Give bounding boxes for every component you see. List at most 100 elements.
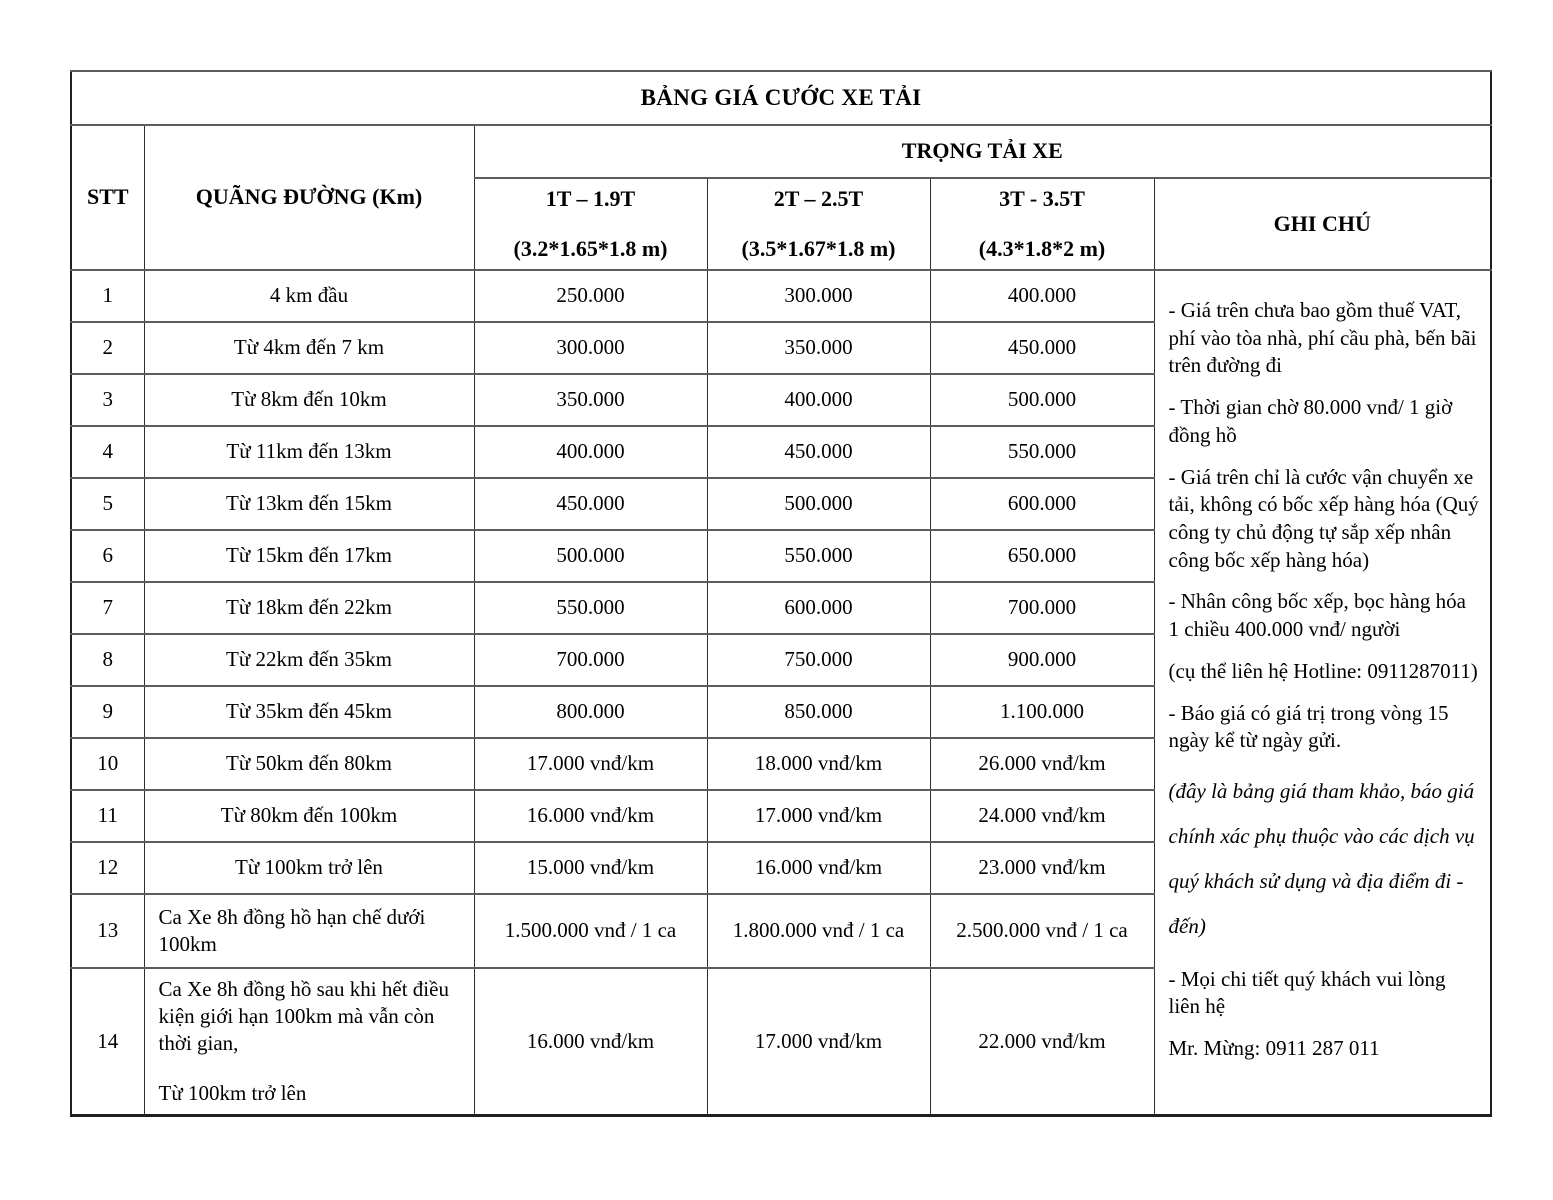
distance-cell: Từ 8km đến 10km bbox=[143, 373, 475, 427]
note-paragraph: (cụ thể liên hệ Hotline: 0911287011) bbox=[1168, 658, 1478, 683]
stt-cell: 4 bbox=[70, 425, 145, 479]
stt-cell: 9 bbox=[70, 685, 145, 739]
price-cell: 800.000 bbox=[473, 685, 708, 739]
price-cell: 350.000 bbox=[706, 321, 931, 375]
stt-cell: 7 bbox=[70, 581, 145, 635]
price-cell: 23.000 vnđ/km bbox=[929, 841, 1155, 895]
note-paragraph: - Mọi chi tiết quý khách vui lòng liên h… bbox=[1168, 966, 1446, 1019]
header-notes: GHI CHÚ bbox=[1153, 177, 1492, 271]
stt-cell: 10 bbox=[70, 737, 145, 791]
header-tonnage-col-2: 2T – 2.5T (3.5*1.67*1.8 m) bbox=[706, 177, 931, 271]
price-cell: 450.000 bbox=[929, 321, 1155, 375]
price-cell: 18.000 vnđ/km bbox=[706, 737, 931, 791]
table-row: 9 Từ 35km đến 45km 800.000 850.000 1.100.000 bbox=[70, 685, 1491, 739]
header-tonnage-col-3: 3T - 3.5T (4.3*1.8*2 m) bbox=[929, 177, 1155, 271]
price-cell: 600.000 bbox=[929, 477, 1155, 531]
price-cell: 300.000 bbox=[473, 321, 708, 375]
distance-text: Từ 8km đến 10km bbox=[231, 387, 387, 412]
tonnage-range: 2T – 2.5T bbox=[773, 185, 864, 211]
header-tonnage-group: TRỌNG TẢI XE bbox=[473, 124, 1492, 179]
note-paragraph: Mr. Mừng: 0911 287 011 bbox=[1168, 1036, 1380, 1061]
distance-cell: Từ 80km đến 100km bbox=[143, 789, 475, 843]
distance-cell: Từ 22km đến 35km bbox=[143, 633, 475, 687]
price-cell: 350.000 bbox=[473, 373, 708, 427]
distance-cell: Từ 13km đến 15km bbox=[143, 477, 475, 531]
distance-text: Từ 4km đến 7 km bbox=[233, 335, 385, 360]
tonnage-range: 3T - 3.5T bbox=[999, 185, 1085, 211]
price-cell: 450.000 bbox=[706, 425, 931, 479]
table-row: 5 Từ 13km đến 15km 450.000 500.000 600.000 bbox=[70, 477, 1491, 531]
distance-text: Ca Xe 8h đồng hồ sau khi hết điều kiện g… bbox=[158, 976, 449, 1056]
stt-cell: 3 bbox=[70, 373, 145, 427]
price-cell: 550.000 bbox=[706, 529, 931, 583]
distance-cell: Từ 11km đến 13km bbox=[143, 425, 475, 479]
table-row: 7 Từ 18km đến 22km 550.000 600.000 700.000 bbox=[70, 581, 1491, 635]
table-row: 8 Từ 22km đến 35km 700.000 750.000 900.000 bbox=[70, 633, 1491, 687]
table-row: 3 Từ 8km đến 10km 350.000 400.000 500.000 bbox=[70, 373, 1491, 427]
price-cell: 500.000 bbox=[929, 373, 1155, 427]
price-cell: 16.000 vnđ/km bbox=[473, 789, 708, 843]
price-cell: 22.000 vnđ/km bbox=[929, 967, 1155, 1116]
price-cell: 17.000 vnđ/km bbox=[706, 967, 931, 1116]
price-cell: 850.000 bbox=[706, 685, 931, 739]
distance-cell: Từ 15km đến 17km bbox=[143, 529, 475, 583]
table-row: 10 Từ 50km đến 80km 17.000 vnđ/km 18.000 vn… bbox=[70, 737, 1491, 791]
tonnage-range: 1T – 1.9T bbox=[545, 185, 636, 211]
table-title: BẢNG GIÁ CƯỚC XE TẢI bbox=[70, 70, 1492, 126]
distance-cell: Ca Xe 8h đồng hồ sau khi hết điều kiện g… bbox=[143, 967, 475, 1116]
table-row: 2 Từ 4km đến 7 km 300.000 350.000 450.000 bbox=[70, 321, 1491, 375]
note-paragraph: (đây là bảng giá tham khảo, báo giá chín… bbox=[1168, 779, 1475, 939]
header-tonnage-col-1: 1T – 1.9T (3.2*1.65*1.8 m) bbox=[473, 177, 708, 271]
price-cell: 15.000 vnđ/km bbox=[473, 841, 708, 895]
price-cell: 16.000 vnđ/km bbox=[706, 841, 931, 895]
tonnage-dimensions: (3.5*1.67*1.8 m) bbox=[741, 235, 896, 261]
table-row: 12 Từ 100km trở lên 15.000 vnđ/km 16.000 vn… bbox=[70, 841, 1491, 895]
price-cell: 550.000 bbox=[929, 425, 1155, 479]
distance-text: Từ 18km đến 22km bbox=[226, 595, 392, 620]
distance-text: Từ 100km trở lên bbox=[235, 855, 383, 880]
price-cell: 1.100.000 bbox=[929, 685, 1155, 739]
header-group-row: STT QUÃNG ĐƯỜNG (Km) TRỌNG TẢI XE bbox=[70, 124, 1492, 271]
distance-text: Từ 50km đến 80km bbox=[226, 751, 392, 776]
price-cell: 1.800.000 vnđ / 1 ca bbox=[706, 893, 931, 969]
price-cell: 700.000 bbox=[473, 633, 708, 687]
distance-text: Từ 11km đến 13km bbox=[226, 439, 392, 464]
price-cell: 900.000 bbox=[929, 633, 1155, 687]
distance-cell: Từ 18km đến 22km bbox=[143, 581, 475, 635]
table-row: 13 Ca Xe 8h đồng hồ hạn chế dưới 100km 1.5… bbox=[70, 893, 1491, 969]
table-row: 11 Từ 80km đến 100km 16.000 vnđ/km 17.000 v… bbox=[70, 789, 1491, 843]
price-cell: 450.000 bbox=[473, 477, 708, 531]
price-cell: 300.000 bbox=[706, 269, 931, 323]
price-table: BẢNG GIÁ CƯỚC XE TẢI STT QUÃNG ĐƯỜNG (Km… bbox=[70, 70, 1493, 1117]
distance-cell: Từ 4km đến 7 km bbox=[143, 321, 475, 375]
price-cell: 500.000 bbox=[473, 529, 708, 583]
distance-cell: 4 km đầu bbox=[143, 269, 475, 323]
distance-cell: Từ 50km đến 80km bbox=[143, 737, 475, 791]
table-row: 6 Từ 15km đến 17km 500.000 550.000 650.000 bbox=[70, 529, 1491, 583]
price-cell: 550.000 bbox=[473, 581, 708, 635]
tonnage-dimensions: (4.3*1.8*2 m) bbox=[978, 235, 1106, 261]
distance-text: Từ 15km đến 17km bbox=[226, 543, 392, 568]
stt-cell: 5 bbox=[70, 477, 145, 531]
stt-cell: 12 bbox=[70, 841, 145, 895]
title-row: BẢNG GIÁ CƯỚC XE TẢI bbox=[70, 70, 1492, 126]
note-paragraph: - Giá trên chưa bao gồm thuế VAT, phí và… bbox=[1168, 298, 1477, 378]
price-cell: 600.000 bbox=[706, 581, 931, 635]
price-cell: 2.500.000 vnđ / 1 ca bbox=[929, 893, 1155, 969]
price-cell: 16.000 vnđ/km bbox=[473, 967, 708, 1116]
price-cell: 700.000 bbox=[929, 581, 1155, 635]
distance-text: Từ 35km đến 45km bbox=[226, 699, 392, 724]
stt-cell: 2 bbox=[70, 321, 145, 375]
distance-text: Ca Xe 8h đồng hồ hạn chế dưới 100km bbox=[158, 904, 426, 956]
price-cell: 500.000 bbox=[706, 477, 931, 531]
header-subhead-row: 1T – 1.9T (3.2*1.65*1.8 m) 2T – 2.5T (3.… bbox=[71, 177, 1492, 271]
note-paragraph: - Báo giá có giá trị trong vòng 15 ngày … bbox=[1168, 700, 1449, 753]
note-paragraph: - Nhân công bốc xếp, bọc hàng hóa 1 chiề… bbox=[1168, 589, 1466, 642]
distance-text: Từ 80km đến 100km bbox=[220, 803, 398, 828]
price-cell: 750.000 bbox=[706, 633, 931, 687]
distance-cell: Ca Xe 8h đồng hồ hạn chế dưới 100km bbox=[143, 893, 475, 969]
header-stt: STT bbox=[70, 124, 145, 271]
stt-cell: 13 bbox=[70, 893, 145, 969]
